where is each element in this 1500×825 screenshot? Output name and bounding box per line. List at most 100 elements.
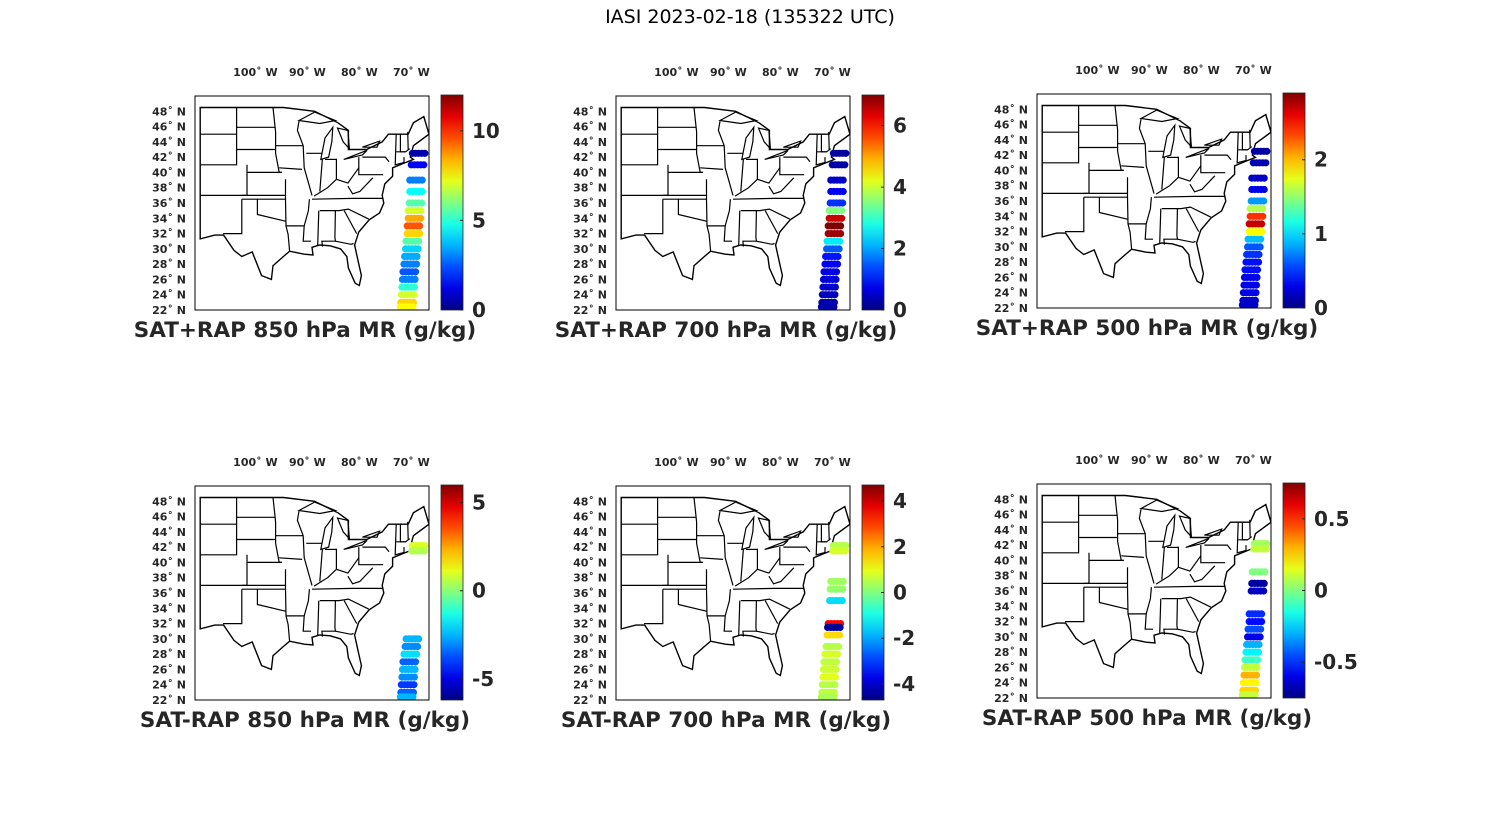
swath-point [1256,633,1264,641]
lake-outline [1139,109,1180,123]
lat-tick-label: 36˚ N [152,587,186,600]
state-border [783,156,811,163]
lake-outline [297,501,338,515]
state-border [1200,155,1226,174]
state-border [362,156,390,163]
colorbar-tick-label: -2 [893,626,915,650]
state-border [347,567,374,585]
state-border [272,107,282,174]
lat-tick-label: 44˚ N [994,134,1028,147]
state-border [321,210,337,247]
colorbar [861,484,885,701]
state-border [724,589,731,617]
colorbar-tick-label: 10 [472,119,500,143]
state-border [317,210,320,246]
state-border [311,197,383,200]
coastline [620,106,850,287]
state-border [1189,175,1216,193]
state-border [296,511,313,586]
colorbar-tick-label: -5 [472,667,494,691]
lat-tick-label: 40˚ N [994,164,1028,177]
lat-tick-label: 48˚ N [152,105,186,118]
state-border [1241,132,1248,151]
lat-tick-label: 42˚ N [152,151,186,164]
state-border [313,167,360,197]
state-border [394,134,405,166]
swath-point [411,268,420,276]
swath-point [1258,610,1266,618]
state-border [740,548,744,582]
swath-point [1251,691,1259,698]
lon-tick-label: 100˚ W [1075,64,1119,77]
state-border [1185,208,1200,232]
state-border [705,569,712,642]
swath-point [420,161,428,169]
lat-tick-label: 46˚ N [152,121,186,134]
state-border [1138,509,1155,584]
state-border [200,497,238,525]
state-border [1145,587,1152,615]
swath-point [1259,205,1267,213]
state-border [705,179,712,252]
colorbar-tick-label: 2 [1314,148,1328,172]
lat-tick-label: 34˚ N [573,212,607,225]
lat-tick-label: 38˚ N [573,572,607,585]
lat-tick-label: 24˚ N [152,289,186,302]
swath-point [841,161,849,169]
panel-title: SAT+RAP 850 hPa MR (g/kg) [133,318,477,343]
state-border [1126,567,1133,640]
swath-point [413,252,421,261]
swath-point [1260,587,1268,595]
coastline [1041,494,1271,675]
swath-point [1253,266,1262,274]
lon-tick-label: 80˚ W [762,456,799,469]
colorbar-tick-label: 2 [893,237,907,261]
map-plot: 100˚ W 90˚ W 80˚ W 70˚ W 22˚ N 24˚ N 26˚ N 28˚ … [994,454,1358,705]
lat-tick-label: 24˚ N [573,289,607,302]
state-border [223,199,243,235]
swath-point [1257,625,1265,633]
swath-point [834,252,842,261]
state-border [223,589,243,625]
state-border [1042,162,1090,195]
lat-tick-label: 48˚ N [994,493,1028,506]
swath-point [832,268,841,276]
lat-tick-label: 40˚ N [573,166,607,179]
colorbar-tick-label: 5 [472,491,486,515]
lat-tick-label: 36˚ N [994,195,1028,208]
lat-tick-label: 26˚ N [152,663,186,676]
state-border [286,615,311,632]
lon-tick-label: 100˚ W [654,456,698,469]
swath-point [1257,235,1265,243]
swath-point [417,214,425,222]
lat-tick-label: 30˚ N [152,243,186,256]
state-border [1042,132,1080,164]
lon-tick-label: 90˚ W [1131,454,1168,467]
lon-tick-label: 100˚ W [654,66,698,79]
state-border [779,547,805,566]
swath-point [1253,273,1261,281]
state-border [200,164,248,197]
panel-title: SAT-RAP 500 hPa MR (g/kg) [981,706,1313,731]
lat-tick-label: 32˚ N [994,616,1028,629]
colorbar-tick-label: 0 [472,579,486,603]
state-border [319,598,369,610]
lake-outline [336,127,351,151]
state-border [724,199,731,227]
state-border [1236,522,1247,554]
swath-point [842,149,850,157]
figure-title: IASI 2023-02-18 (135322 UTC) [605,6,895,28]
state-border [621,554,669,587]
lake-outline [336,517,351,541]
map-plot: 100˚ W 90˚ W 80˚ W 70˚ W 22˚ N 24˚ N 26˚ N 28˚ … [573,456,915,707]
state-border [740,208,790,220]
lat-tick-label: 34˚ N [573,602,607,615]
state-border [1098,587,1129,610]
state-border [677,199,708,222]
swath-point [416,222,424,230]
state-border [764,600,779,624]
state-border [732,587,804,590]
state-border [738,600,741,636]
lat-tick-label: 46˚ N [573,121,607,134]
state-border [693,497,703,564]
